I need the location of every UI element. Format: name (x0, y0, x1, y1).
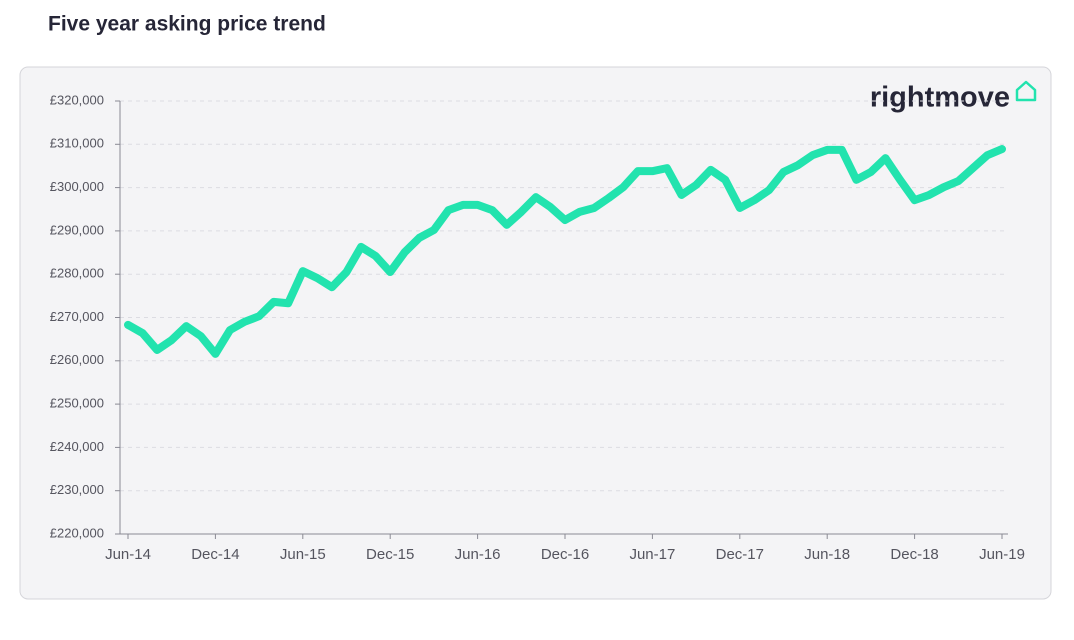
plot-area: £220,000 £230,000 £240,000 £250,000 £260,000… (50, 92, 1025, 563)
y-tick-label: £320,000 (50, 92, 104, 107)
chart-title: Five year asking price trend (48, 13, 326, 36)
price-line (124, 145, 1006, 358)
x-tick-label: Dec-15 (366, 546, 414, 563)
y-tick-label: £310,000 (50, 136, 104, 151)
y-tick-label: £220,000 (50, 525, 104, 540)
y-tick-label: £290,000 (50, 222, 104, 237)
y-tick-label: £270,000 (50, 309, 104, 324)
x-tick-label: Dec-14 (191, 546, 239, 563)
x-tick-label: Dec-16 (541, 546, 589, 563)
chart-card (19, 66, 1052, 600)
x-tick-label: Jun-15 (280, 546, 326, 563)
x-tick-label: Jun-16 (455, 546, 501, 563)
y-tick-label: £230,000 (50, 482, 104, 497)
y-tick-label: £250,000 (50, 396, 104, 411)
y-tick-label: £300,000 (50, 179, 104, 194)
y-tick-label: £280,000 (50, 266, 104, 281)
x-tick-label: Jun-14 (105, 546, 151, 563)
logo-icon (1015, 80, 1037, 102)
x-tick-label: Dec-17 (716, 546, 764, 563)
x-tick-label: Jun-18 (804, 546, 850, 563)
x-tick-label: Jun-17 (629, 546, 675, 563)
logo: rightmove (870, 82, 1010, 114)
y-tick-label: £240,000 (50, 439, 104, 454)
x-tick-label: Jun-19 (979, 546, 1025, 563)
y-tick-label: £260,000 (50, 352, 104, 367)
x-tick-label: Dec-18 (890, 546, 938, 563)
